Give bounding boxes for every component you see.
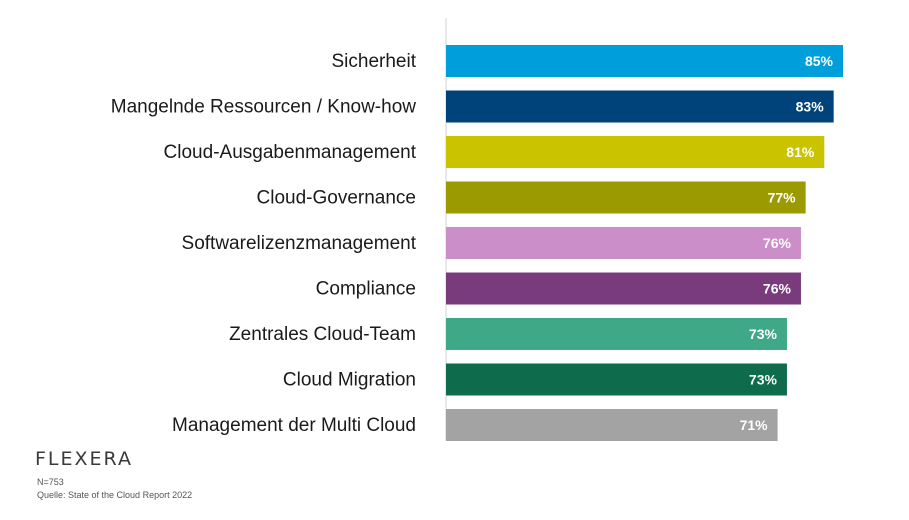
bar-3 [446,136,825,168]
category-label: Zentrales Cloud-Team [229,324,416,345]
value-label: 71% [740,417,769,433]
bar-8 [446,363,787,396]
bar-9 [446,409,778,441]
source-note: Quelle: State of the Cloud Report 2022 [37,490,193,500]
flexera-logo: FLEXERA [35,448,133,470]
value-label: 81% [786,144,815,160]
value-label: 73% [749,326,778,342]
category-label: Softwarelizenzmanagement [182,233,417,254]
bars-group: Sicherheit 85% Mangelnde Ressourcen / Know… [111,45,843,441]
bar-4 [446,181,806,214]
category-label: Cloud-Ausgabenmanagement [164,142,417,163]
category-label: Compliance [316,279,416,300]
value-label: 77% [768,190,797,206]
value-label: 73% [749,372,778,388]
bar-7 [446,318,787,350]
sample-size-note: N=753 [37,477,64,487]
value-label: 76% [763,281,792,297]
category-label: Mangelnde Ressourcen / Know-how [111,97,417,118]
bar-1 [446,45,843,77]
bar-5 [446,227,801,259]
value-label: 85% [805,53,834,69]
category-label: Cloud-Governance [257,188,416,209]
bar-2 [446,90,834,123]
value-label: 83% [796,99,825,115]
category-label: Cloud Migration [283,370,416,391]
category-label: Management der Multi Cloud [172,415,416,436]
category-label: Sicherheit [332,51,417,72]
value-label: 76% [763,235,792,251]
bar-6 [446,272,801,305]
